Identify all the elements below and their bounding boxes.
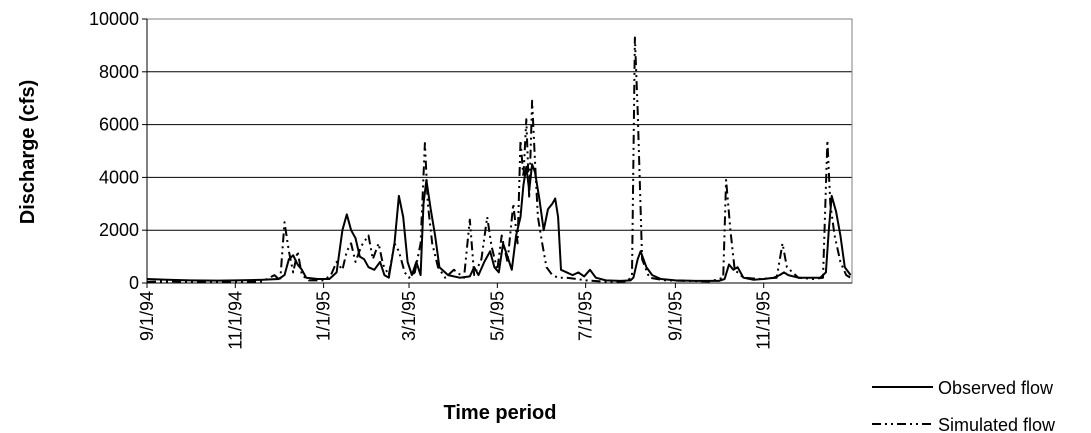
axes <box>142 18 853 288</box>
series-lines <box>146 36 852 283</box>
x-tick-label-2: 1/1/95 <box>314 291 334 341</box>
y-tick-label-3: 6000 <box>99 115 139 135</box>
y-tick-label-2: 4000 <box>99 167 139 187</box>
plot-area-frame <box>146 18 853 284</box>
legend: Observed flow Simulated flow <box>872 378 1056 433</box>
y-tick-labels: 0 2000 4000 6000 8000 10000 <box>89 9 139 293</box>
x-tick-labels: 9/1/94 11/1/94 1/1/95 3/1/95 5/1/95 7/1/95 9/1… <box>137 291 774 350</box>
x-axis-title: Time period <box>444 402 557 424</box>
legend-label-observed: Observed flow <box>938 378 1054 398</box>
x-tick-label-0: 9/1/94 <box>137 291 157 341</box>
y-tick-label-5: 10000 <box>89 9 139 29</box>
legend-label-simulated: Simulated flow <box>938 415 1056 433</box>
x-tick-label-4: 5/1/95 <box>487 291 507 341</box>
y-axis-title: Discharge (cfs) <box>17 80 39 225</box>
x-tick-label-3: 3/1/95 <box>399 291 419 341</box>
x-tick-label-5: 7/1/95 <box>576 291 596 341</box>
y-tick-label-0: 0 <box>129 273 139 293</box>
x-tick-label-6: 9/1/95 <box>665 291 685 341</box>
y-tick-label-4: 8000 <box>99 62 139 82</box>
x-tick-label-7: 11/1/95 <box>754 291 774 350</box>
gridlines <box>147 18 852 231</box>
series-line-simulated <box>146 36 852 283</box>
y-tick-label-1: 2000 <box>99 220 139 240</box>
series-line-observed <box>146 163 852 282</box>
x-tick-label-1: 11/1/94 <box>225 291 245 350</box>
